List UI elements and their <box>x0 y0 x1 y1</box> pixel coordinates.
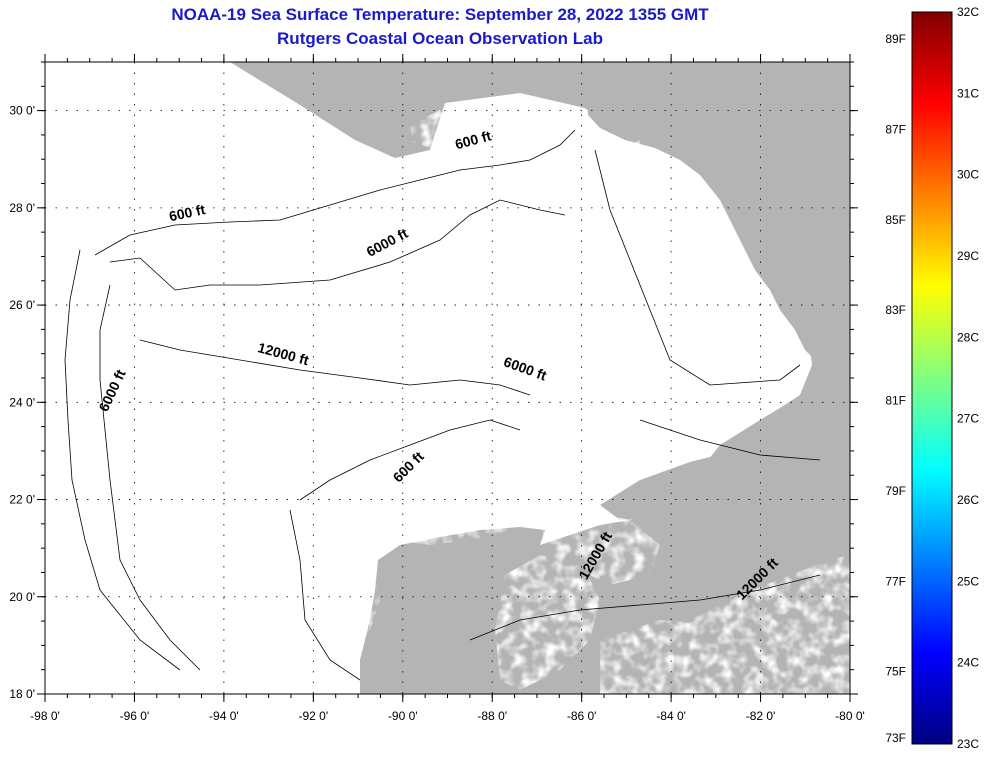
colorbar-f-label: 73F <box>885 731 906 745</box>
lon-label: -82 0' <box>746 709 776 723</box>
sst-orange-central <box>100 295 545 525</box>
colorbar-c-label: 28C <box>957 330 979 344</box>
sst-red-central <box>160 385 310 470</box>
lon-label: -84 0' <box>656 709 686 723</box>
contour-6000ft-west <box>99 284 201 671</box>
axis-ticks <box>37 54 858 702</box>
contour-600ft-north <box>94 129 576 256</box>
longitude-labels: -98 0' -96 0' -94 0' -92 0' -90 0' -88 0' -86 … <box>30 709 865 723</box>
map-title: NOAA-19 Sea Surface Temperature: Septemb… <box>171 5 709 24</box>
florida-land <box>585 62 850 360</box>
colorbar-f-label: 79F <box>885 484 906 498</box>
lon-label: -86 0' <box>567 709 597 723</box>
contour-600ft-yucatan <box>289 509 361 681</box>
colorbar-f-label: 85F <box>885 213 906 227</box>
colorbar-c-label: 31C <box>957 86 979 100</box>
colorbar-celsius-labels: 32C 31C 30C 29C 28C 27C 26C 25C 24C 23C <box>957 5 979 751</box>
colorbar-c-label: 29C <box>957 249 979 263</box>
lat-label: 24 0' <box>9 395 35 409</box>
colorbar-f-label: 87F <box>885 122 906 136</box>
lat-label: 30 0' <box>9 104 35 118</box>
colorbar-c-label: 25C <box>957 574 979 588</box>
lon-label: -98 0' <box>30 709 60 723</box>
bathymetry-contours <box>64 129 821 681</box>
florida-shelf <box>592 128 800 382</box>
colorbar-c-label: 32C <box>957 5 979 19</box>
sst-green-sw <box>200 520 270 580</box>
colorbar-c-label: 24C <box>957 656 979 670</box>
sst-blue-east2 <box>535 380 590 480</box>
sst-orange-south <box>280 555 380 645</box>
colorbar-c-label: 26C <box>957 493 979 507</box>
lat-label: 22 0' <box>9 493 35 507</box>
sst-red-west <box>60 360 140 480</box>
lat-label: 18 0' <box>9 687 35 701</box>
contour-florida-deep <box>639 419 821 461</box>
sst-blue-florida <box>620 140 640 185</box>
lat-label: 28 0' <box>9 201 35 215</box>
colorbar-f-label: 89F <box>885 32 906 46</box>
colorbar-f-label: 81F <box>885 394 906 408</box>
colorbar-c-label: 23C <box>957 737 979 751</box>
lon-label: -88 0' <box>477 709 507 723</box>
lon-label: -96 0' <box>120 709 150 723</box>
sst-blue-eastedge <box>550 235 585 330</box>
sst-yellow-east <box>440 115 580 330</box>
contour-600ft-west <box>64 249 181 671</box>
colorbar-f-label: 83F <box>885 303 906 317</box>
latitude-labels: 18 0' 20 0' 22 0' 24 0' 26 0' 28 0' 30 0' <box>9 104 35 701</box>
contour-6000ft-south <box>299 419 521 501</box>
colorbar-fahrenheit-labels: 89F 87F 85F 83F 81F 79F 77F 75F 73F <box>885 32 906 745</box>
lat-label: 26 0' <box>9 298 35 312</box>
contour-6000ft-mid <box>109 199 566 291</box>
colorbar <box>911 11 953 745</box>
contour-florida-shelf <box>594 149 801 386</box>
sst-yellow-caribbean <box>495 555 600 690</box>
cuba-land <box>600 450 850 522</box>
lon-label: -92 0' <box>299 709 329 723</box>
colorbar-c-label: 27C <box>957 412 979 426</box>
colorbar-f-label: 75F <box>885 665 906 679</box>
lon-label: -80 0' <box>835 709 865 723</box>
lon-label: -94 0' <box>209 709 239 723</box>
lat-label: 20 0' <box>9 590 35 604</box>
contour-label: 600 ft <box>168 201 207 224</box>
sst-cyan-caribbean <box>690 555 850 660</box>
contour-caribbean <box>469 574 821 641</box>
colorbar-f-label: 77F <box>885 574 906 588</box>
colorbar-c-label: 30C <box>957 168 979 182</box>
map-subtitle: Rutgers Coastal Ocean Observation Lab <box>277 29 603 48</box>
graticule <box>45 62 850 694</box>
sst-green-south <box>380 440 560 545</box>
lon-label: -90 0' <box>388 709 418 723</box>
sst-navy-yucatan <box>540 510 660 585</box>
yucatan-land <box>360 527 545 694</box>
contour-12000ft <box>139 339 531 396</box>
sst-blue-louisiana <box>410 110 450 148</box>
